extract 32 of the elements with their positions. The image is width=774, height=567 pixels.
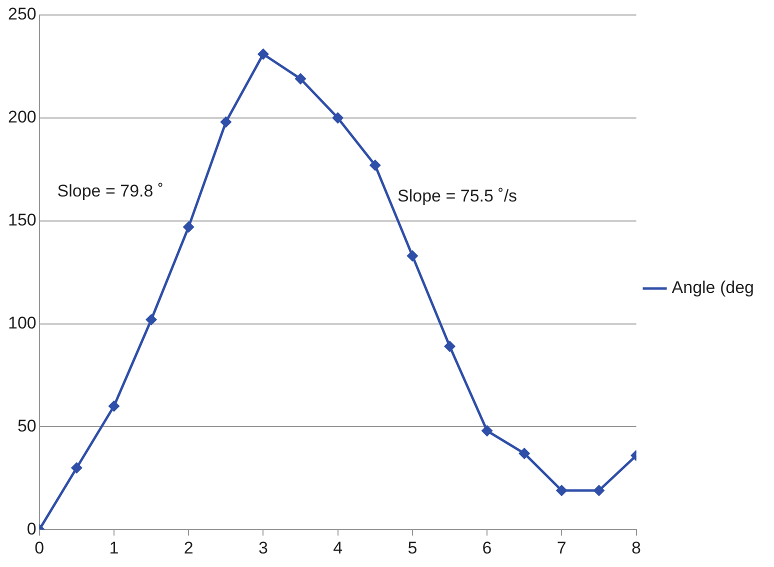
point	[295, 74, 306, 84]
y-tick-label: 0	[26, 519, 36, 538]
point	[108, 400, 120, 412]
x-tick-label: 8	[632, 538, 642, 558]
y-tick-label: 100	[8, 313, 36, 332]
point	[183, 222, 194, 232]
point	[407, 250, 418, 262]
x-tick-label: 3	[258, 538, 268, 558]
x-tick-label: 1	[109, 538, 119, 558]
x-tick-label: 4	[333, 538, 343, 558]
point	[519, 448, 530, 459]
point	[370, 160, 380, 171]
point	[146, 314, 157, 325]
x-tick-label: 6	[482, 538, 492, 558]
annotation: Slope = 79.8 ˚	[57, 181, 164, 200]
point	[332, 112, 344, 124]
point	[444, 341, 455, 352]
x-tick-label: 5	[408, 538, 418, 558]
y-tick-label: 250	[8, 4, 36, 24]
y-tick-label: 150	[8, 210, 36, 230]
annotation: Slope = 75.5 ˚/s	[398, 186, 518, 206]
y-tick-label: 50	[17, 416, 36, 436]
y-tick-label: 200	[8, 108, 36, 127]
point	[220, 116, 232, 128]
x-tick-label: 7	[556, 538, 566, 558]
point	[258, 48, 268, 60]
legend-label: Angle (deg	[672, 278, 754, 298]
point	[556, 485, 567, 496]
point	[594, 485, 604, 496]
point	[482, 426, 492, 436]
x-tick-label: 2	[184, 538, 194, 558]
point	[71, 462, 82, 474]
